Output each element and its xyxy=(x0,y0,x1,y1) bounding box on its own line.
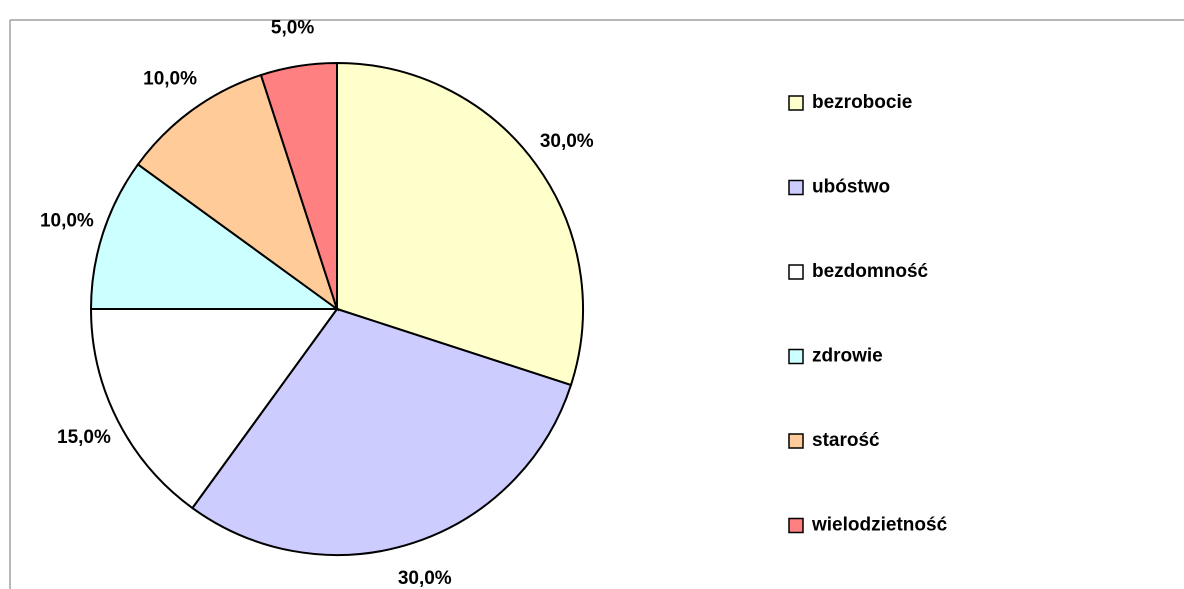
legend-label: wielodzietność xyxy=(811,515,948,536)
pie-slice xyxy=(259,61,338,310)
legend-label: bezrobocie xyxy=(812,92,912,113)
pie-slice xyxy=(136,73,339,312)
legend-swatch xyxy=(788,433,804,449)
legend-swatch xyxy=(788,348,804,365)
pie-slice xyxy=(89,308,339,510)
legend-label: ubóstwo xyxy=(812,177,890,198)
legend-label: zdrowie xyxy=(812,346,883,367)
data-label: 30,0% xyxy=(398,568,452,589)
pie-slice xyxy=(191,307,573,556)
pie-slice xyxy=(336,61,584,387)
legend-label: bezdomność xyxy=(812,261,929,282)
pie-slice xyxy=(89,163,341,310)
data-label: 5,0% xyxy=(271,18,314,39)
data-label: 30,0% xyxy=(540,131,594,152)
legend-label: starość xyxy=(812,430,880,451)
legend-swatch xyxy=(788,264,804,280)
legend-swatch xyxy=(788,95,804,111)
legend-swatch xyxy=(788,179,804,196)
data-label: 10,0% xyxy=(40,210,94,231)
data-label: 15,0% xyxy=(57,427,111,448)
legend-swatch xyxy=(788,517,804,534)
data-label: 10,0% xyxy=(143,68,197,89)
